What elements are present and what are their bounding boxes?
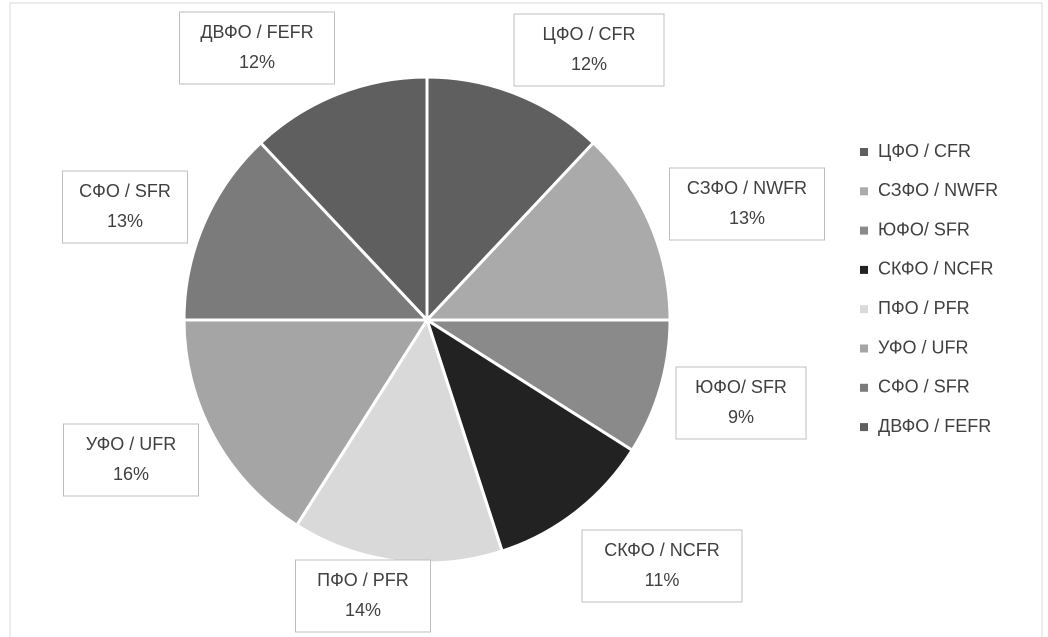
data-label-value: 16%: [113, 464, 149, 484]
pie-slice: [425, 75, 596, 324]
pie-slice: [182, 318, 430, 528]
legend-swatch: [860, 265, 868, 274]
legend-swatch: [860, 344, 868, 353]
data-label-box: [295, 559, 431, 633]
data-label-value: 13%: [107, 211, 143, 231]
legend-label: СЗФО / NWFR: [878, 180, 998, 200]
data-label-box: [675, 366, 807, 440]
legend-label: УФО / UFR: [878, 337, 969, 357]
data-label-name: ПФО / PFR: [317, 570, 409, 590]
legend-swatch: [860, 423, 868, 432]
pie-slice: [423, 140, 672, 322]
data-label-name: УФО / UFR: [86, 434, 177, 454]
data-label-box: [513, 13, 665, 87]
legend-label: ПФО / PFR: [878, 298, 970, 318]
legend-label: СКФО / NCFR: [878, 259, 994, 279]
data-label-value: 11%: [645, 570, 680, 590]
data-label-box: [63, 423, 199, 497]
data-label-box: [179, 11, 335, 85]
data-label-value: 12%: [239, 52, 275, 72]
data-label-name: ЮФО/ SFR: [695, 377, 787, 397]
legend-label: ЦФО / CFR: [878, 141, 971, 161]
data-label-name: СФО / SFR: [79, 181, 171, 201]
data-label-name: СЗФО / NWFR: [687, 178, 807, 198]
data-label-box: [669, 167, 825, 241]
data-label-name: ЦФО / CFR: [543, 24, 636, 44]
data-label-value: 9%: [728, 407, 754, 427]
data-label-box: [581, 529, 743, 603]
legend-swatch: [860, 148, 868, 156]
pie-slice: [258, 75, 429, 324]
legend-swatch: [860, 187, 868, 196]
data-label-name: СКФО / NCFR: [604, 540, 720, 560]
data-label-box: [62, 170, 188, 244]
data-label-value: 13%: [729, 208, 765, 228]
data-label-name: ДВФО / FEFR: [200, 22, 313, 42]
data-label-value: 14%: [345, 600, 381, 620]
legend-label: ЮФО/ SFR: [878, 219, 970, 239]
legend-swatch: [860, 226, 868, 235]
pie-slice: [421, 318, 672, 453]
legend-label: ДВФО / FEFR: [878, 416, 991, 436]
legend-swatch: [860, 305, 868, 314]
legend-swatch: [860, 383, 868, 392]
pie-slice: [424, 316, 635, 553]
pie-slice: [182, 140, 431, 322]
chart-frame: [9, 2, 1043, 637]
legend-label: СФО / SFR: [878, 377, 970, 397]
data-label-value: 12%: [571, 54, 607, 74]
